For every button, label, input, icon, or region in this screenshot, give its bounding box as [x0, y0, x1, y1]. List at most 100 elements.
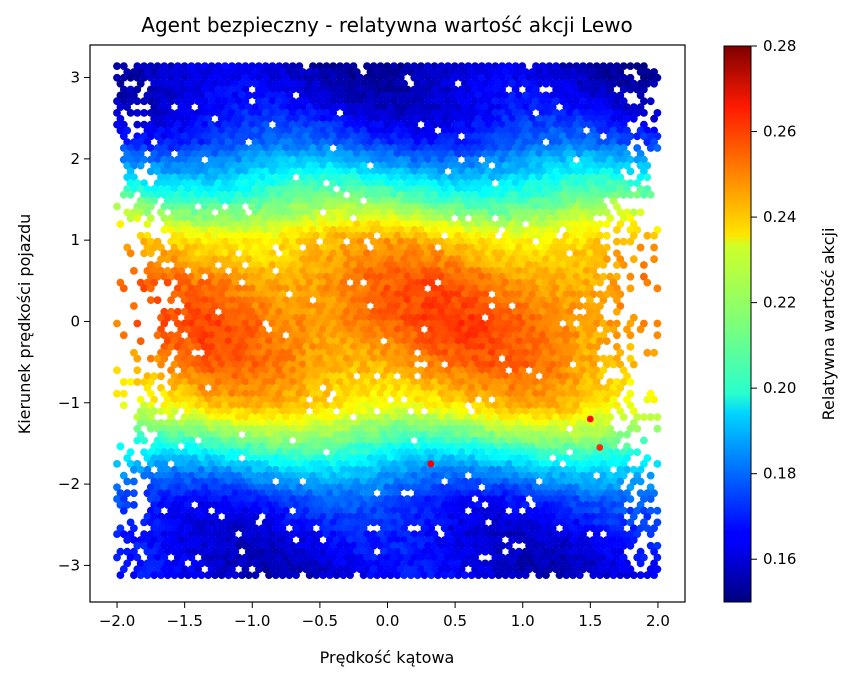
hexbin-cell	[363, 132, 371, 141]
hexbin-cell	[444, 190, 452, 199]
hexbin-cell	[511, 62, 520, 70]
hexbin-cell	[427, 138, 436, 147]
hexbin-cell	[592, 144, 601, 152]
hexbin-cell	[613, 389, 621, 398]
hexbin-cell	[457, 307, 466, 316]
hexbin-cell	[380, 267, 388, 275]
hexbin-cell	[396, 307, 405, 316]
hexbin-cell	[356, 366, 365, 375]
hexbin-cell	[312, 185, 321, 193]
hexbin-cell	[238, 79, 246, 88]
hexbin-cell	[437, 237, 446, 246]
hexbin-cell	[444, 378, 452, 386]
hexbin-cell	[194, 249, 203, 258]
hexbin-cell	[325, 278, 334, 287]
hexbin-cell	[302, 284, 311, 293]
hexbin-cell	[430, 155, 439, 164]
hexbin-cell	[575, 208, 584, 217]
hexbin-cell	[582, 208, 591, 217]
hexbin-cell	[143, 91, 152, 100]
hexbin-cell	[586, 144, 594, 152]
hexbin-cell	[390, 190, 398, 199]
hexbin-cell	[187, 73, 196, 82]
hexbin-cell	[336, 378, 344, 386]
hexbin-cell	[407, 372, 415, 381]
hexbin-cell	[180, 73, 189, 82]
hexbin-cell	[197, 185, 206, 193]
hexbin-cell	[322, 85, 331, 94]
hexbin-cell	[329, 272, 338, 281]
hexbin-cell	[437, 144, 446, 152]
hexbin-cell	[204, 79, 213, 88]
hexbin-cell	[369, 167, 378, 176]
hexbin-cell	[228, 144, 236, 152]
hexbin-cell	[423, 296, 432, 304]
hexbin-cell	[555, 138, 564, 147]
hexbin-cell	[423, 366, 432, 375]
hexbin-cell	[521, 126, 530, 135]
hexbin-cell	[653, 319, 662, 328]
hexbin-cell	[542, 79, 550, 88]
hexbin-cell	[548, 103, 557, 111]
hexbin-cell	[447, 220, 456, 229]
hexbin-cell	[518, 331, 527, 340]
hexbin-cell	[471, 167, 479, 176]
hexbin-cell	[292, 372, 300, 381]
hexbin-cell	[255, 179, 263, 188]
hexbin-cell	[146, 249, 155, 258]
hexbin-cell	[619, 85, 628, 94]
hexbin-cell	[184, 360, 192, 369]
hexbin-cell	[302, 319, 311, 328]
hexbin-cell	[582, 150, 591, 158]
hexbin-cell	[363, 167, 371, 176]
hexbin-cell	[596, 243, 604, 252]
hexbin-cell	[221, 237, 230, 246]
hexbin-cell	[623, 114, 631, 123]
hexbin-cell	[376, 202, 385, 211]
hexbin-cell	[440, 161, 449, 170]
hexbin-cell	[444, 85, 452, 94]
hexbin-cell	[268, 97, 277, 106]
hexbin-cell	[413, 196, 422, 205]
hexbin-cell	[390, 272, 398, 281]
hexbin-cell	[504, 179, 513, 188]
hexbin-cell	[396, 179, 405, 188]
hexbin-cell	[596, 150, 604, 158]
hexbin-cell	[346, 255, 354, 264]
hexbin-cell	[332, 138, 341, 147]
hexbin-cell	[447, 138, 456, 147]
hexbin-cell	[525, 272, 533, 281]
hexbin-cell	[346, 185, 354, 193]
hexbin-cell	[498, 389, 506, 398]
hexbin-cell	[224, 103, 233, 111]
hexbin-cell	[606, 401, 615, 410]
hexbin-cell	[116, 114, 125, 123]
hexbin-cell	[302, 167, 311, 176]
hexbin-cell	[282, 319, 290, 328]
hexbin-cell	[342, 307, 351, 316]
hexbin-cell	[599, 354, 608, 363]
hexbin-cell	[447, 360, 456, 369]
hexbin-cell	[481, 360, 490, 369]
hexbin-cell	[190, 173, 199, 182]
hexbin-cell	[572, 226, 581, 234]
hexbin-cell	[207, 284, 216, 293]
hexbin-cell	[643, 395, 652, 404]
hexbin-cell	[248, 331, 256, 340]
hexbin-cell	[420, 348, 429, 357]
hexbin-cell	[390, 97, 398, 106]
hexbin-cell	[113, 62, 121, 70]
hexbin-cell	[136, 161, 145, 170]
hexbin-cell	[251, 407, 260, 416]
hexbin-cell	[396, 73, 405, 82]
hexbin-cell	[319, 325, 327, 334]
hexbin-cell	[434, 325, 442, 334]
hexbin-cell	[440, 290, 449, 299]
hexbin-cell	[207, 109, 216, 117]
hexbin-cell	[201, 401, 209, 410]
hexbin-cell	[528, 79, 537, 88]
hexbin-cell	[626, 190, 635, 199]
hexbin-cell	[569, 325, 577, 334]
hexbin-cell	[440, 243, 449, 252]
hexbin-cell	[160, 144, 169, 152]
